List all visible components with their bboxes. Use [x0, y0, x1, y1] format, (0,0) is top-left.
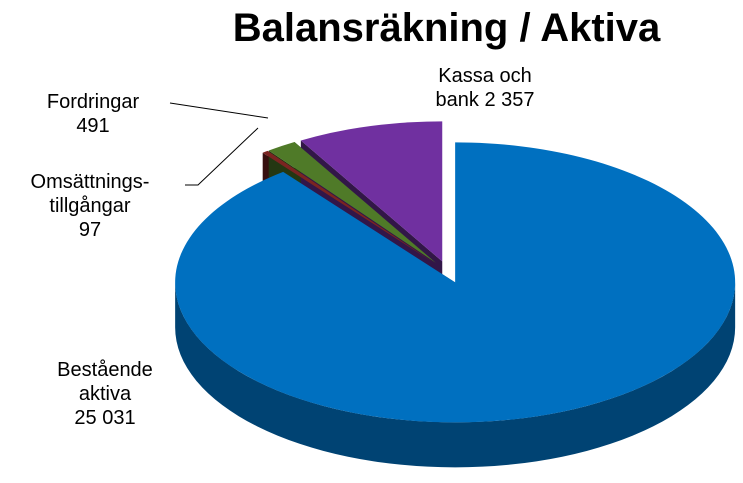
leader-line	[185, 127, 259, 186]
slice-side	[175, 282, 736, 468]
data-label: Omsättnings-tillgångar 97	[5, 170, 175, 242]
pie-slice	[268, 141, 436, 263]
label-category: Kassa och bank	[435, 65, 532, 111]
label-category: Bestående aktiva	[57, 359, 153, 405]
pie-slice	[175, 142, 736, 423]
pie-slice	[300, 121, 443, 262]
label-value: 491	[76, 115, 110, 137]
data-label: Fordringar 491	[28, 90, 158, 138]
pie-slice	[262, 150, 435, 264]
leader-line	[169, 102, 269, 119]
data-label: Kassa och bank 2 357	[415, 64, 555, 112]
label-value: 97	[78, 219, 102, 241]
chart-title: Balansräkning / Aktiva	[232, 6, 661, 50]
label-value: 25 031	[74, 407, 136, 429]
label-category: Omsättnings-tillgångar	[30, 171, 150, 217]
slice-tops	[175, 121, 736, 423]
label-category: Fordringar	[46, 91, 140, 113]
data-label: Bestående aktiva 25 031	[30, 358, 180, 430]
label-value: 2 357	[484, 89, 535, 111]
